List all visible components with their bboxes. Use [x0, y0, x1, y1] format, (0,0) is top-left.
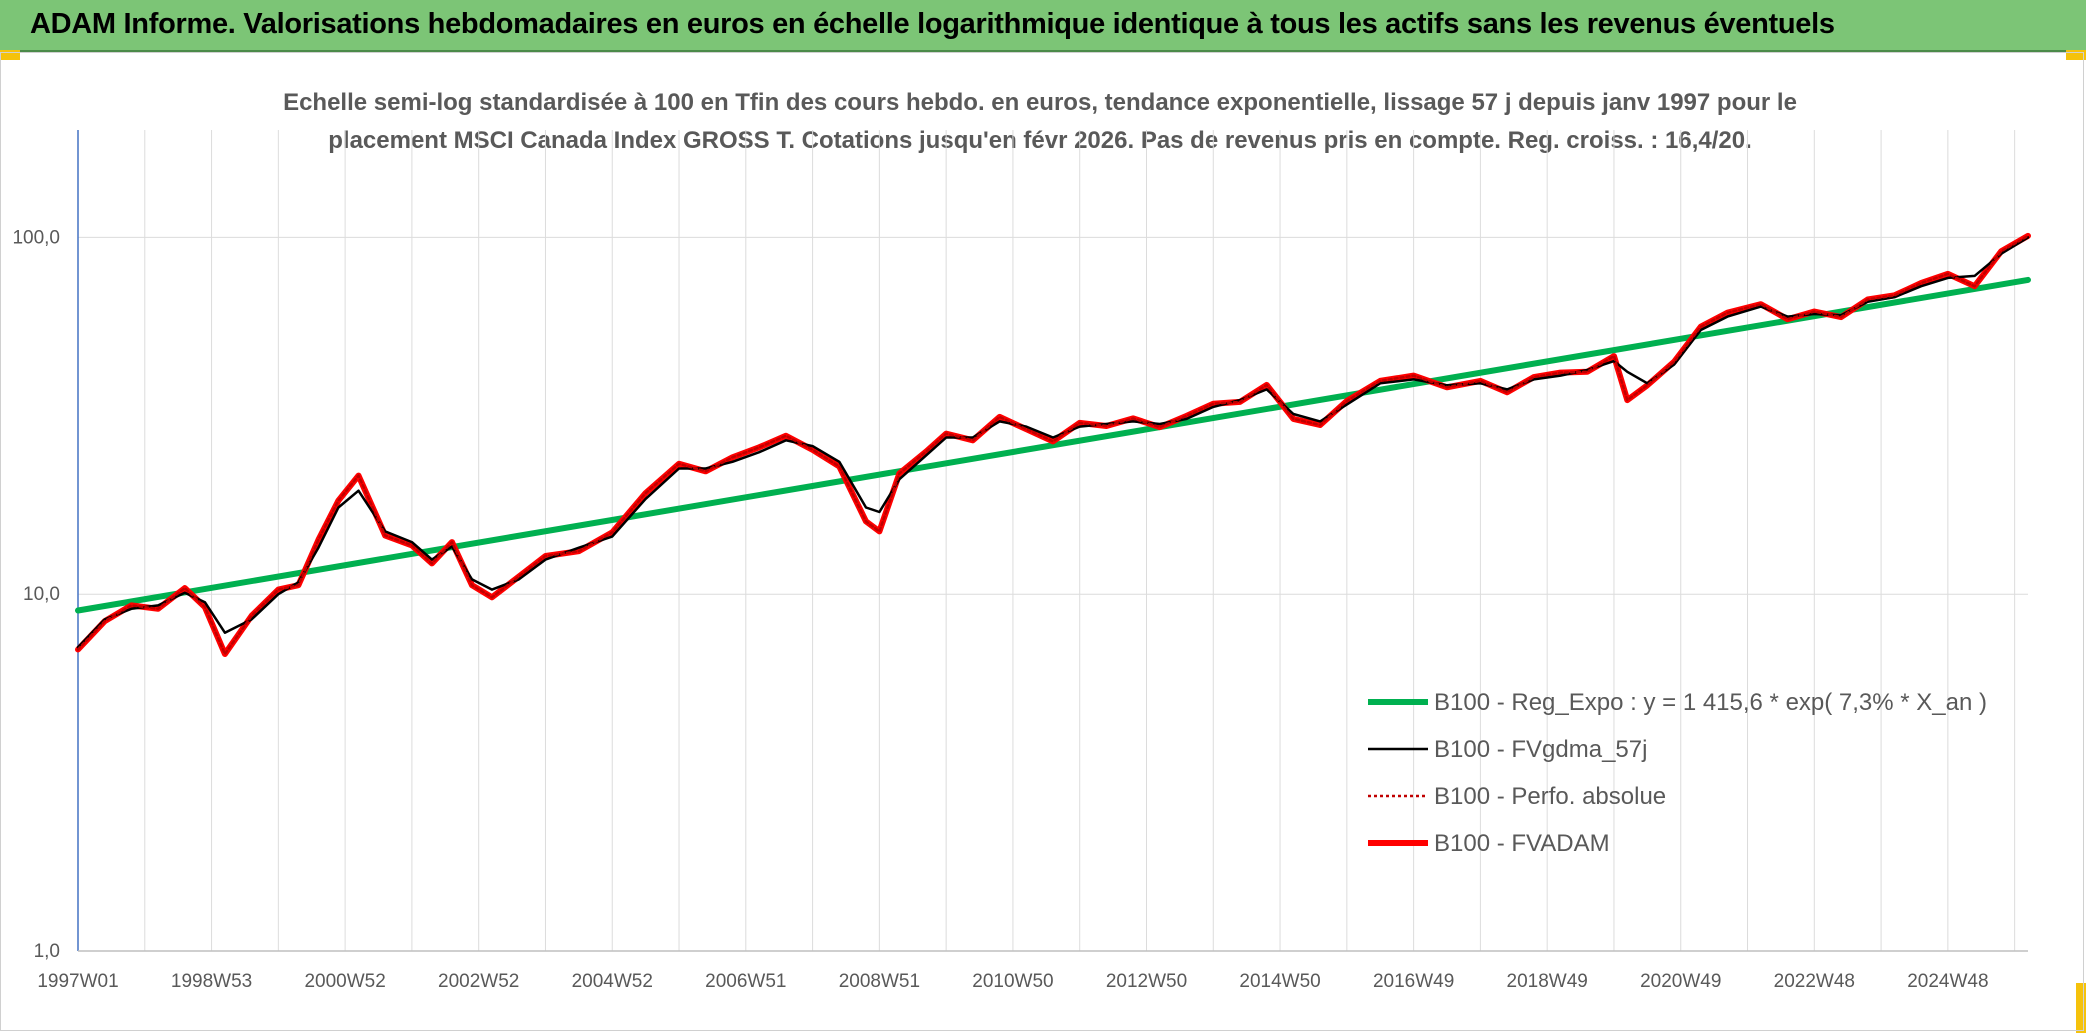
series-line-0	[75, 276, 2031, 614]
x-tick-label: 1998W53	[171, 971, 252, 992]
series-line-2	[76, 234, 2030, 656]
chart-frame	[0, 52, 2084, 1031]
header-bar: ADAM Informe. Valorisations hebdomadaire…	[0, 0, 2086, 50]
chart-title: Echelle semi-log standardisée à 100 en T…	[180, 84, 1900, 160]
chart-grid	[78, 130, 2028, 952]
legend-label: B100 - FVgdma_57j	[1434, 736, 1647, 763]
x-tick-label: 2024W48	[1907, 971, 1988, 992]
x-tick-label: 2020W49	[1640, 971, 1721, 992]
x-tick-label: 2002W52	[438, 971, 519, 992]
chart-ticks: 1,0 10,0 100,0 1997W01 1998W53 2000W52 2002W52…	[12, 227, 1988, 992]
chart-title-line-2: placement MSCI Canada Index GROSS T. Cot…	[328, 127, 1752, 154]
page-title: ADAM Informe. Valorisations hebdomadaire…	[30, 8, 1835, 40]
corner-marker-left	[0, 50, 20, 60]
x-tick-label: 2016W49	[1373, 971, 1454, 992]
corner-marker-right	[2066, 50, 2086, 60]
header-divider	[0, 50, 2086, 52]
x-tick-label: 2006W51	[705, 971, 786, 992]
y-tick-label: 1,0	[34, 941, 60, 962]
corner-marker-bottom-right	[2076, 983, 2086, 1033]
x-tick-label: 2004W52	[572, 971, 653, 992]
x-tick-label: 2014W50	[1239, 971, 1320, 992]
x-tick-label: 1997W01	[37, 971, 118, 992]
legend-label: B100 - Perfo. absolue	[1434, 783, 1666, 810]
x-tick-label: 2022W48	[1774, 971, 1855, 992]
x-tick-label: 2012W50	[1106, 971, 1187, 992]
chart-legend: B100 - Reg_Expo : y = 1 415,6 * exp( 7,3…	[1368, 689, 1987, 857]
y-tick-label: 100,0	[12, 227, 60, 248]
legend-label: B100 - FVADAM	[1434, 830, 1610, 857]
x-tick-label: 2018W49	[1507, 971, 1588, 992]
y-tick-label: 10,0	[23, 584, 60, 605]
x-tick-label: 2008W51	[839, 971, 920, 992]
chart-series	[75, 232, 2031, 657]
x-tick-label: 2000W52	[304, 971, 385, 992]
chart-axes	[77, 130, 2028, 952]
chart-title-line-1: Echelle semi-log standardisée à 100 en T…	[283, 89, 1797, 116]
legend-label: B100 - Reg_Expo : y = 1 415,6 * exp( 7,3…	[1434, 689, 1987, 716]
x-tick-label: 2010W50	[972, 971, 1053, 992]
